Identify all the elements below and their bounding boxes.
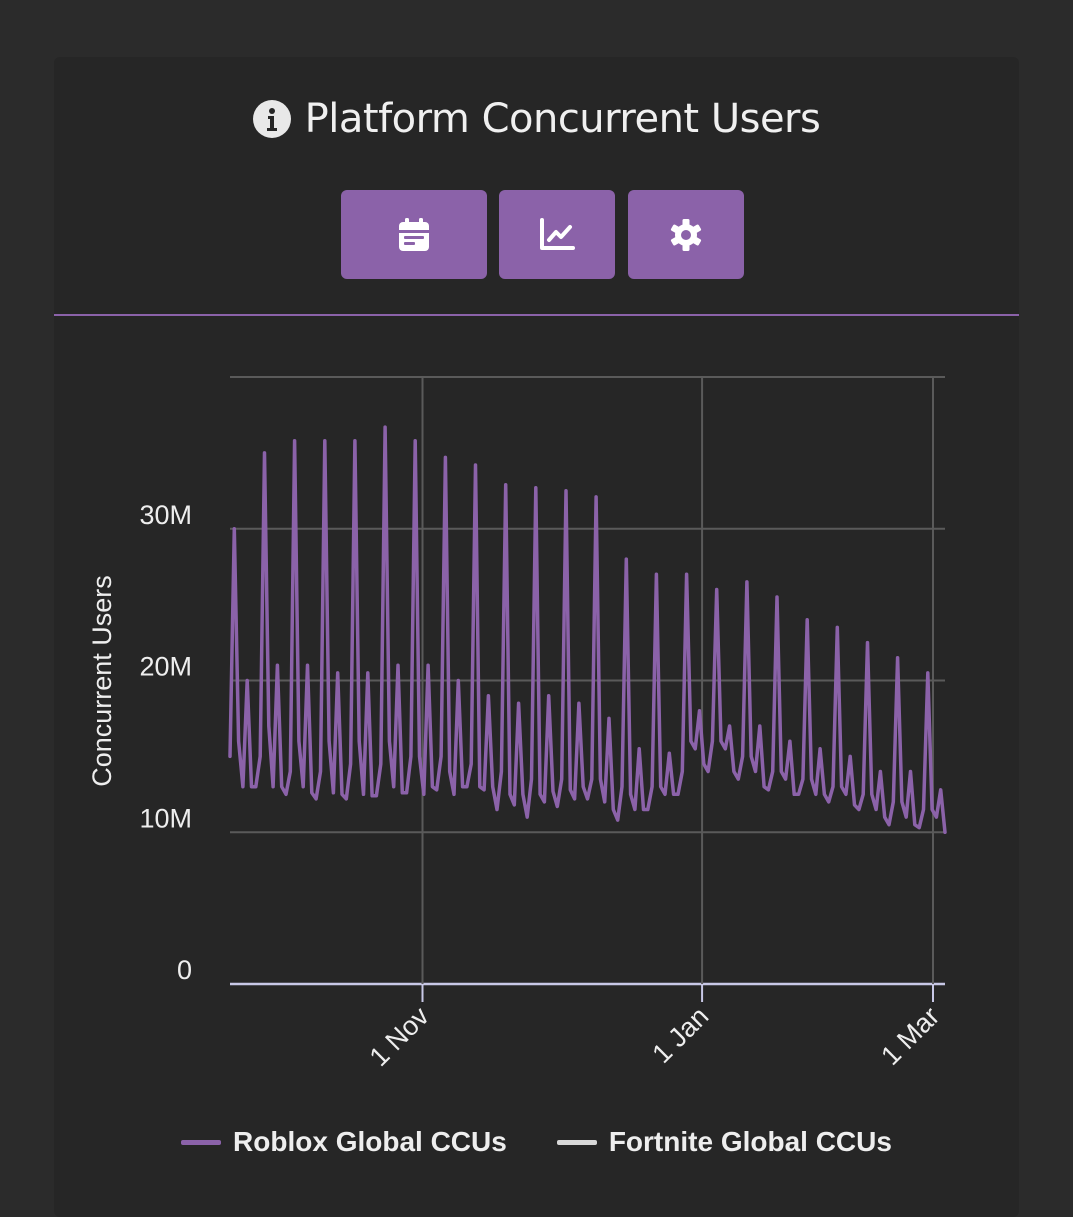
series-line-roblox	[228, 425, 947, 835]
legend-swatch-roblox	[181, 1139, 222, 1145]
y-tick-label: 0	[177, 955, 192, 985]
y-axis-label: Concurrent Users	[87, 575, 117, 787]
date-range-button[interactable]	[341, 190, 487, 279]
x-tick-label: 1 Nov	[364, 1001, 435, 1072]
info-circle-icon[interactable]	[252, 100, 291, 138]
x-tick-label: 1 Jan	[646, 1001, 714, 1069]
line-chart-icon	[540, 217, 575, 250]
x-tick-label: 1 Mar	[875, 1001, 945, 1071]
legend-item-fortnite[interactable]: Fortnite Global CCUs	[556, 1126, 892, 1158]
y-tick-label: 10M	[139, 803, 192, 833]
settings-button[interactable]	[628, 190, 744, 279]
header-divider	[54, 314, 1019, 316]
legend-item-roblox[interactable]: Roblox Global CCUs	[181, 1126, 507, 1158]
y-tick-label: 30M	[139, 500, 192, 530]
ccu-line-chart: 0 10M 20M 30M 1 Nov 1 Jan 1 Mar Concurrent Us…	[87, 376, 947, 1072]
legend-label-roblox: Roblox Global CCUs	[233, 1126, 507, 1157]
chart-header: Platform Concurrent Users	[0, 96, 1073, 142]
settings-gear-icon	[670, 218, 702, 251]
calendar-icon	[399, 217, 429, 251]
legend-label-fortnite: Fortnite Global CCUs	[608, 1126, 892, 1157]
y-tick-label: 20M	[139, 652, 192, 682]
chart-legend: Roblox Global CCUs Fortnite Global CCUs	[0, 1126, 1073, 1158]
chart-type-button[interactable]	[499, 190, 615, 279]
chart-title: Platform Concurrent Users	[304, 96, 821, 142]
legend-swatch-fortnite	[556, 1139, 597, 1145]
